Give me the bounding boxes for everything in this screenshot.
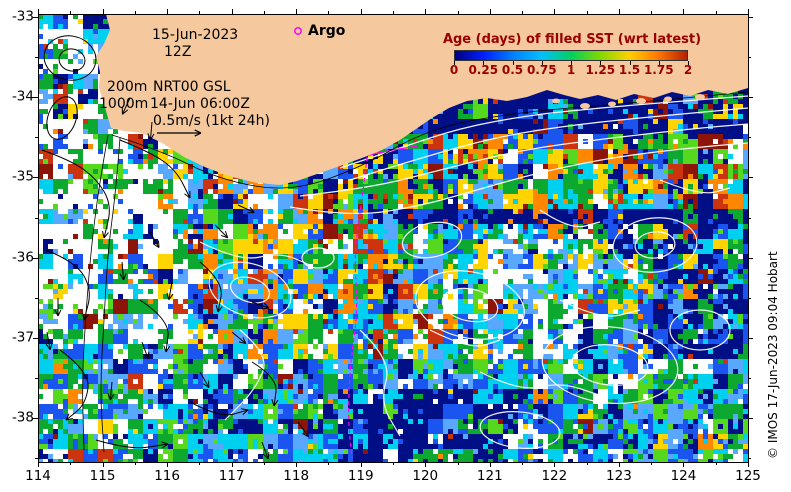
colorbar-title: Age (days) of filled SST (wrt latest) [442,32,702,47]
analysis-hour-label: 12Z [164,44,192,60]
credit-text: © IMOS 17-Jun-2023 09:04 Hobart [766,251,780,459]
colorbar-tick-label: 0.75 [526,63,557,77]
y-tick-label: -35 [11,168,34,185]
colorbar-tick-label: 0.25 [468,63,499,77]
colorbar-tickmark [688,61,689,65]
x-tick-label: 116 [154,468,180,484]
colorbar-tick-label: 2 [683,63,693,77]
x-tick-label: 125 [735,468,761,484]
colorbar [454,50,688,61]
x-tick-label: 121 [476,468,503,484]
colorbar-tick-label: 1.25 [585,63,616,77]
colorbar-tickmark [658,61,660,65]
colorbar-tick-label: 1.75 [643,63,674,77]
colorbar-tickmark [454,61,455,65]
x-tick-label: 123 [606,468,632,484]
depth-contour-1000m-label: 1000m [99,96,149,112]
colorbar-tickmark [629,61,631,65]
y-tick-label: -33 [11,8,34,25]
y-tick-label: -36 [11,248,34,265]
x-tick-label: 120 [412,468,439,484]
colorbar-tickmark [483,61,485,65]
y-tick-label: -37 [11,329,34,346]
y-tick-label: -38 [11,409,34,426]
x-tick-label: 122 [541,468,568,484]
x-tick-label: 117 [218,468,245,484]
model-name-label: NRT00 GSL [153,79,231,95]
y-tick-label: -34 [11,88,34,105]
depth-contour-200m-label: 200m [107,79,148,95]
colorbar-tick-label: 0 [449,63,459,77]
argo-label: Argo [308,23,346,39]
x-tick-label: 115 [89,468,116,484]
analysis-date-label: 15-Jun-2023 [152,27,239,43]
colorbar-tick-label: 0.5 [501,63,524,77]
colorbar-tickmark [541,61,543,65]
x-tick-label: 114 [25,468,51,484]
x-tick-label: 124 [670,468,697,484]
x-tick-label: 118 [283,468,310,484]
velocity-scale-label: 0.5m/s (1kt 24h) [153,113,270,129]
x-tick-label: 119 [347,468,374,484]
colorbar-tickmark [571,61,572,65]
model-time-label: 14-Jun 06:00Z [150,96,250,112]
colorbar-tick-label: 1 [566,63,576,77]
colorbar-tickmark [512,61,514,65]
colorbar-tickmark [600,61,602,65]
colorbar-tick-label: 1.5 [618,63,641,77]
